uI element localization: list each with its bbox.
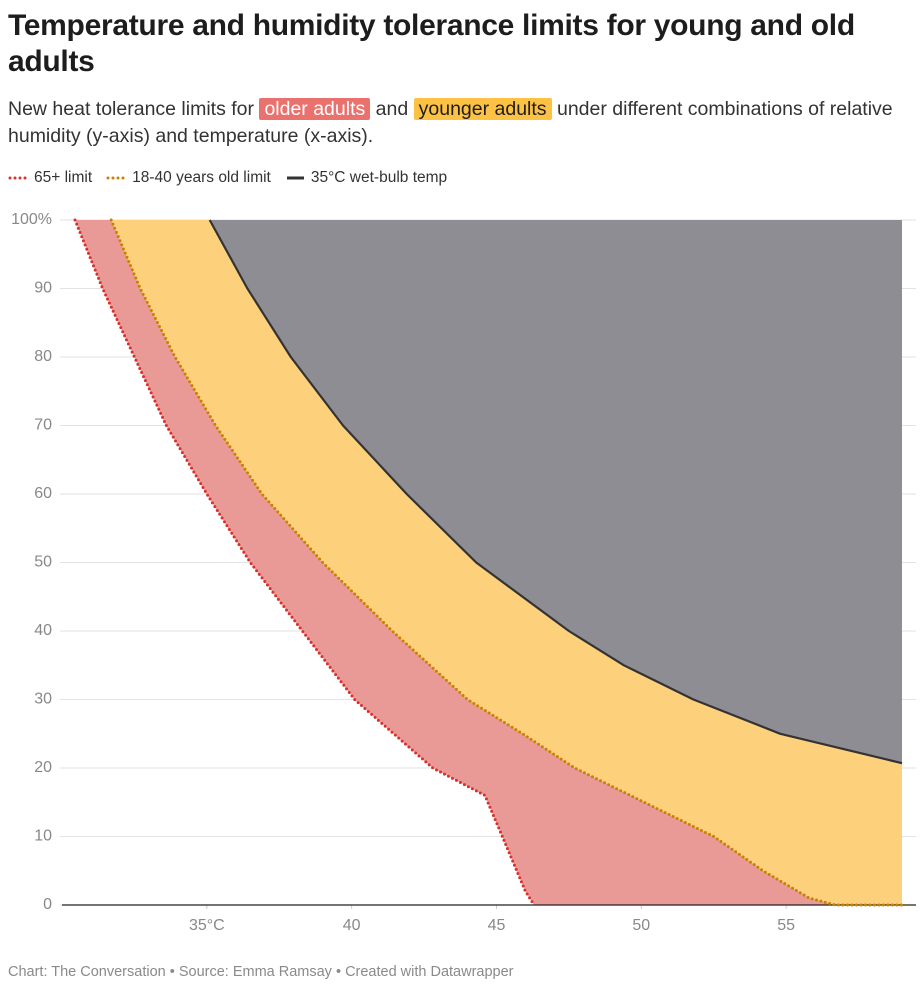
- series-line: [208, 219, 903, 765]
- y-tick-label: 0: [43, 896, 52, 913]
- legend-label: 18-40 years old limit: [132, 169, 271, 186]
- subtitle-part: New heat tolerance limits for: [8, 98, 260, 120]
- legend: 65+ limit 18-40 years old limit 35°C wet-b…: [8, 169, 447, 187]
- y-tick-label: 50: [34, 554, 52, 571]
- legend-swatch: [106, 176, 127, 180]
- legend-label: 65+ limit: [34, 169, 93, 186]
- x-tick-label: 45: [488, 917, 506, 934]
- x-tick-label: 40: [343, 917, 361, 934]
- legend-item: 35°C wet-bulb temp: [285, 169, 447, 187]
- y-tick-label: 90: [34, 280, 52, 297]
- y-tick-label: 20: [34, 759, 52, 776]
- chart-title: Temperature and humidity tolerance limit…: [8, 9, 855, 78]
- area-fill: [209, 220, 902, 764]
- subtitle-part: older adults: [259, 98, 371, 120]
- legend-item: 65+ limit: [8, 169, 92, 187]
- area-fill: [111, 220, 902, 905]
- subtitle-part: younger adults: [413, 98, 552, 120]
- legend-swatch: [286, 176, 304, 180]
- subtitle-part: and: [370, 98, 414, 120]
- subtitle-part: under different combinations of relative…: [8, 98, 899, 147]
- footer: Chart: The Conversation • Source: Emma R…: [8, 964, 514, 980]
- legend-swatch: [8, 176, 28, 180]
- y-tick-label: 70: [34, 417, 52, 434]
- legend-item: 18-40 years old limit: [106, 169, 271, 187]
- y-tick-label: 60: [34, 485, 52, 502]
- x-tick-label: 55: [777, 917, 795, 934]
- y-tick-label: 40: [34, 622, 52, 639]
- area-fill: [75, 220, 902, 905]
- y-tick-label: 10: [34, 828, 52, 845]
- y-tick-label: 80: [34, 348, 52, 365]
- legend-label: 35°C wet-bulb temp: [310, 169, 448, 186]
- series-line: [73, 218, 536, 907]
- y-tick-label: 30: [34, 691, 52, 708]
- y-tick-label: 100%: [11, 211, 52, 228]
- x-tick-label: 50: [632, 917, 650, 934]
- chart-subtitle: New heat tolerance limits for older adul…: [8, 96, 918, 150]
- x-tick-label: 35°C: [189, 917, 225, 934]
